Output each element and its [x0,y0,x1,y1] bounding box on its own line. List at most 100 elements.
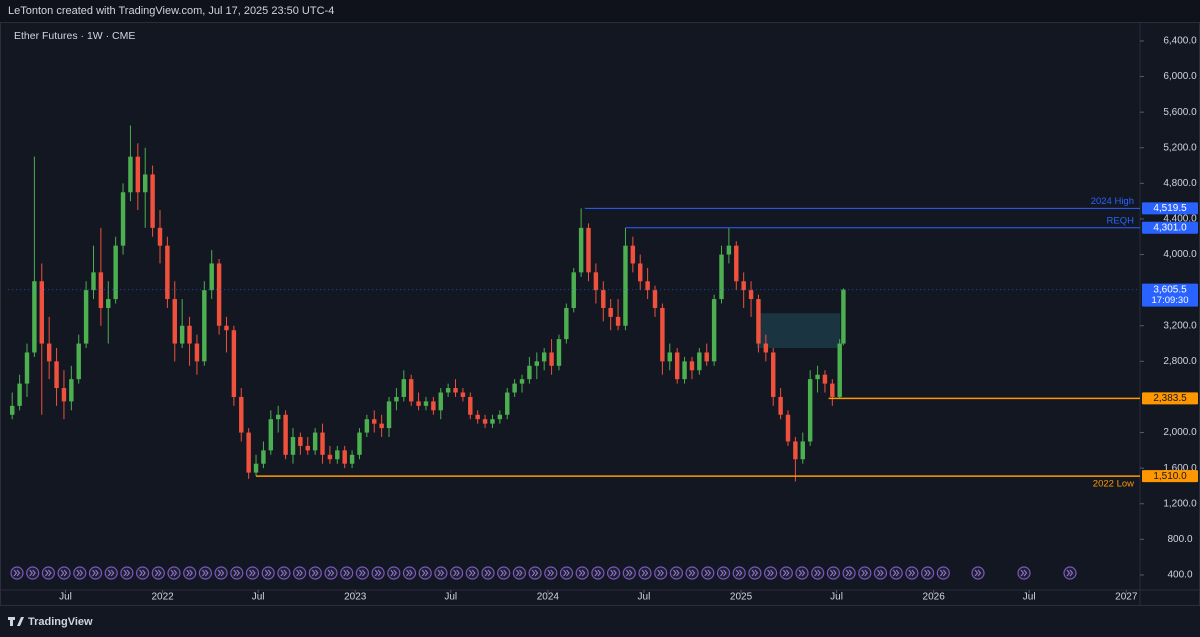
event-icon-arrow [798,569,806,577]
candle-body [357,432,362,455]
event-icon-arrow [735,569,743,577]
event-icon-arrow [939,569,947,577]
x-tick-label: 2025 [730,592,753,603]
candle-body [556,339,562,366]
event-icon-arrow [782,569,790,577]
x-tick-label: 2024 [537,592,560,603]
x-tick-label: 2023 [344,592,367,603]
event-icon-arrow [610,569,617,577]
candle-body [445,388,451,393]
candle-body [512,383,517,393]
candle-body [113,245,118,300]
candle-body [748,290,754,300]
candle-body [268,419,274,451]
candle-body [431,401,436,411]
event-icon-arrow [327,569,335,577]
candle-body [349,454,355,464]
candle-body [741,281,746,291]
candle-body [10,405,15,415]
zone [756,313,841,349]
candle-body [135,156,141,193]
level-label-bg [1142,392,1198,405]
candle-body [541,352,547,362]
candle-body [61,388,67,402]
y-tick-label: 400.0 [1167,570,1192,581]
candle-body [394,396,399,402]
candle-body [800,441,805,460]
candle-body [231,330,237,397]
footer-text: TradingView [28,616,93,628]
candle-body [719,254,724,300]
y-tick-label: 4,400.0 [1163,214,1197,225]
candle-body [364,419,370,433]
candle-body [335,450,340,460]
candle-body [763,343,769,353]
candle-body [527,365,532,380]
x-tick-label: Jul [252,592,265,603]
last-price-bg [1142,283,1198,307]
event-icon-arrow [547,569,555,577]
candle-body [807,379,813,442]
candle-body [689,361,695,371]
event-icon-arrow [974,569,982,577]
candle-body [91,272,96,291]
event-icon-arrow [845,569,853,577]
candle-body [460,392,466,397]
event-icon-arrow [641,569,649,577]
footer-logo [8,617,24,626]
level-label: 1,510.0 [1153,471,1187,482]
candle-body [697,352,702,371]
event-icon-arrow [280,569,288,577]
candle-body [608,307,613,317]
candle-body [638,263,643,282]
candle-body [416,401,421,406]
candle-body [564,307,569,340]
candle-body [401,379,407,397]
candle-body [623,245,628,326]
candle-body [194,343,200,362]
event-icon-arrow [861,569,869,577]
chart-title: Ether Futures · 1W · CME [14,30,135,42]
candle-body [298,437,303,446]
candle-body [17,383,22,406]
candle-body [837,343,842,397]
event-icon-arrow [657,569,664,577]
candle-body [379,423,384,429]
y-tick-label: 2,800.0 [1163,356,1197,367]
candle-body [246,432,251,473]
candle-body [305,445,310,451]
event-icon-arrow [829,569,837,577]
event-icon-arrow [154,569,162,577]
candle-body [202,290,207,362]
event-icon-arrow [720,569,727,577]
y-tick-label: 4,000.0 [1163,249,1197,260]
candle-body [601,290,606,308]
event-icon-arrow [531,569,539,577]
event-icon-arrow [908,569,916,577]
y-tick-label: 6,400.0 [1163,36,1197,47]
candle-body [571,272,576,308]
candle-body [142,174,148,193]
candle-body [534,361,540,366]
candle-body [76,343,81,380]
event-icon-arrow [60,569,68,577]
candle-body [54,361,59,389]
candle-body [660,307,665,362]
event-icon-arrow [201,569,209,577]
event-icon-arrow [468,569,476,577]
x-tick-label: 2027 [1115,592,1138,603]
candle-body [253,463,259,473]
candle-body [771,352,776,397]
level-label: 4,301.0 [1153,222,1187,233]
event-icon-arrow [233,569,241,577]
event-icon-arrow [358,569,366,577]
candle-body [652,290,658,308]
event-icon-arrow [406,569,413,577]
y-tick-label: 1,200.0 [1163,498,1197,509]
candle-body [726,245,732,255]
level-label: 2,383.5 [1153,393,1187,404]
y-tick-label: 3,200.0 [1163,320,1197,331]
x-tick-label: Jul [638,592,651,603]
candle-body [187,325,192,344]
event-icon-arrow [123,569,131,577]
